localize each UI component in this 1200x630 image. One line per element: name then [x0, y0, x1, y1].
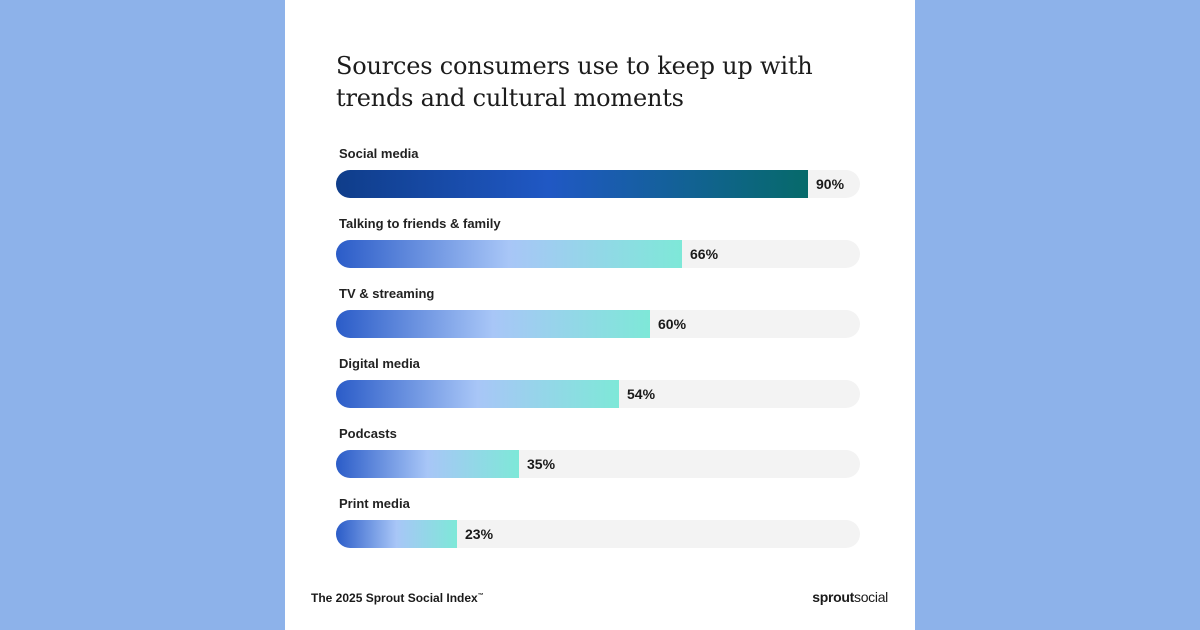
category-label: Talking to friends & family [339, 216, 501, 231]
value-label: 54% [627, 386, 656, 402]
trademark-symbol: ™ [477, 593, 484, 599]
source-note: The 2025 Sprout Social Index™ [311, 591, 484, 605]
bar-row: TV & streaming 60% [336, 280, 860, 340]
category-label: Podcasts [339, 426, 397, 441]
bar-track: 66% [336, 240, 860, 268]
bar-row: Social media 90% [336, 140, 860, 200]
source-text: The 2025 Sprout Social Index [311, 591, 478, 605]
bar-row: Digital media 54% [336, 350, 860, 410]
chart-card: Sources consumers use to keep up with tr… [285, 0, 915, 630]
bar [336, 380, 619, 408]
bar [336, 170, 808, 198]
value-label: 35% [527, 456, 556, 472]
logo-word-sprout: sprout [812, 589, 854, 605]
bar-track: 90% [336, 170, 860, 198]
bar-track: 35% [336, 450, 860, 478]
value-label: 66% [690, 246, 719, 262]
category-label: Print media [339, 496, 410, 511]
chart-title: Sources consumers use to keep up with tr… [336, 52, 813, 112]
category-label: Digital media [339, 356, 420, 371]
bar [336, 310, 650, 338]
value-label: 23% [465, 526, 494, 542]
value-label: 60% [658, 316, 687, 332]
bar-chart: Social media 90% Talking to friends & fami… [336, 140, 860, 560]
bar-row: Podcasts 35% [336, 420, 860, 480]
category-label: TV & streaming [339, 286, 435, 301]
logo-word-social: social [854, 589, 888, 605]
category-label: Social media [339, 146, 419, 161]
bar [336, 520, 457, 548]
bar [336, 450, 519, 478]
bar-track: 60% [336, 310, 860, 338]
bar-track: 23% [336, 520, 860, 548]
bar-row: Print media 23% [336, 490, 860, 550]
bar-row: Talking to friends & family 66% [336, 210, 860, 270]
value-label: 90% [816, 176, 845, 192]
bar-track: 54% [336, 380, 860, 408]
sprout-social-logo: sproutsocial [812, 589, 888, 605]
bar [336, 240, 682, 268]
